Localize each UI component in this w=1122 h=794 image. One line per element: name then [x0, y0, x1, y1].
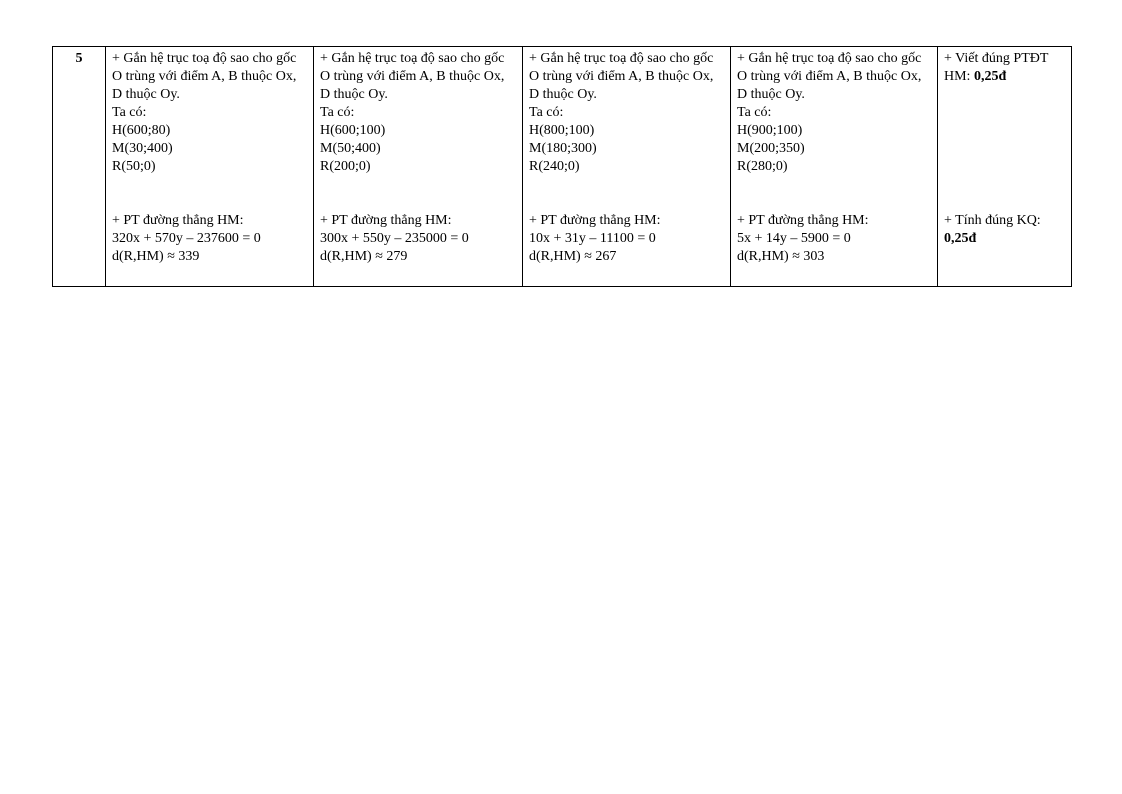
line-title: + PT đường thẳng HM:: [529, 213, 661, 228]
variant-4-line-block: + PT đường thẳng HM: 5x + 14y – 5900 = 0…: [737, 212, 931, 266]
variant-4-setup: + Gắn hệ trục toạ độ sao cho gốc O trùng…: [737, 50, 931, 176]
variant-1-line-block: + PT đường thẳng HM: 320x + 570y – 23760…: [112, 212, 307, 266]
distance-result: d(R,HM) ≈ 303: [737, 249, 825, 264]
line-equation: 300x + 550y – 235000 = 0: [320, 231, 469, 246]
variant-cell-1: + Gắn hệ trục toạ độ sao cho gốc O trùng…: [105, 46, 314, 287]
scoring-cell: + Viết đúng PTĐT HM: 0,25đ + Tính đúng K…: [937, 46, 1072, 287]
point-r: R(280;0): [737, 159, 788, 174]
given-label: Ta có:: [529, 105, 564, 120]
point-r: R(50;0): [112, 159, 156, 174]
setup-intro: + Gắn hệ trục toạ độ sao cho gốc O trùng…: [737, 51, 922, 102]
point-h: H(600;100): [320, 123, 386, 138]
line-title: + PT đường thẳng HM:: [737, 213, 869, 228]
point-h: H(900;100): [737, 123, 803, 138]
question-number-cell: 5: [52, 46, 106, 287]
point-m: M(30;400): [112, 141, 173, 156]
variant-2-line-block: + PT đường thẳng HM: 300x + 550y – 23500…: [320, 212, 516, 266]
line-equation: 320x + 570y – 237600 = 0: [112, 231, 261, 246]
variant-2-body: + Gắn hệ trục toạ độ sao cho gốc O trùng…: [320, 50, 516, 283]
scoring-item-1-points: 0,25đ: [973, 69, 1007, 84]
question-number: 5: [75, 51, 83, 66]
table-row: 5 + Gắn hệ trục toạ độ sao cho gốc O trù…: [52, 46, 1072, 287]
variant-3-line-block: + PT đường thẳng HM: 10x + 31y – 11100 =…: [529, 212, 724, 266]
scoring-item-2-points: 0,25đ: [944, 231, 977, 246]
distance-result: d(R,HM) ≈ 267: [529, 249, 617, 264]
setup-intro: + Gắn hệ trục toạ độ sao cho gốc O trùng…: [112, 51, 297, 102]
setup-intro: + Gắn hệ trục toạ độ sao cho gốc O trùng…: [320, 51, 505, 102]
variant-1-body: + Gắn hệ trục toạ độ sao cho gốc O trùng…: [112, 50, 307, 283]
variant-cell-3: + Gắn hệ trục toạ độ sao cho gốc O trùng…: [522, 46, 731, 287]
line-equation: 10x + 31y – 11100 = 0: [529, 231, 656, 246]
point-m: M(50;400): [320, 141, 381, 156]
distance-result: d(R,HM) ≈ 279: [320, 249, 408, 264]
variant-cell-4: + Gắn hệ trục toạ độ sao cho gốc O trùng…: [730, 46, 938, 287]
scoring-item-1-label: + Viết đúng PTĐT HM:: [944, 51, 1049, 84]
variant-cell-2: + Gắn hệ trục toạ độ sao cho gốc O trùng…: [313, 46, 523, 287]
line-title: + PT đường thẳng HM:: [320, 213, 452, 228]
variant-3-setup: + Gắn hệ trục toạ độ sao cho gốc O trùng…: [529, 50, 724, 176]
line-equation: 5x + 14y – 5900 = 0: [737, 231, 851, 246]
distance-result: d(R,HM) ≈ 339: [112, 249, 200, 264]
point-r: R(240;0): [529, 159, 580, 174]
point-h: H(800;100): [529, 123, 595, 138]
given-label: Ta có:: [112, 105, 147, 120]
point-m: M(180;300): [529, 141, 597, 156]
line-title: + PT đường thẳng HM:: [112, 213, 244, 228]
scoring-item-2-label: + Tính đúng KQ:: [944, 213, 1041, 228]
scoring-item-2: + Tính đúng KQ: 0,25đ: [944, 212, 1065, 248]
variant-2-setup: + Gắn hệ trục toạ độ sao cho gốc O trùng…: [320, 50, 516, 176]
scoring-cell-body: + Viết đúng PTĐT HM: 0,25đ + Tính đúng K…: [944, 50, 1065, 283]
point-m: M(200;350): [737, 141, 805, 156]
point-r: R(200;0): [320, 159, 371, 174]
variant-3-body: + Gắn hệ trục toạ độ sao cho gốc O trùng…: [529, 50, 724, 283]
given-label: Ta có:: [737, 105, 772, 120]
variant-4-body: + Gắn hệ trục toạ độ sao cho gốc O trùng…: [737, 50, 931, 283]
answer-key-table: 5 + Gắn hệ trục toạ độ sao cho gốc O trù…: [52, 46, 1072, 287]
given-label: Ta có:: [320, 105, 355, 120]
variant-1-setup: + Gắn hệ trục toạ độ sao cho gốc O trùng…: [112, 50, 307, 176]
point-h: H(600;80): [112, 123, 171, 138]
scoring-item-1: + Viết đúng PTĐT HM: 0,25đ: [944, 50, 1065, 86]
setup-intro: + Gắn hệ trục toạ độ sao cho gốc O trùng…: [529, 51, 714, 102]
